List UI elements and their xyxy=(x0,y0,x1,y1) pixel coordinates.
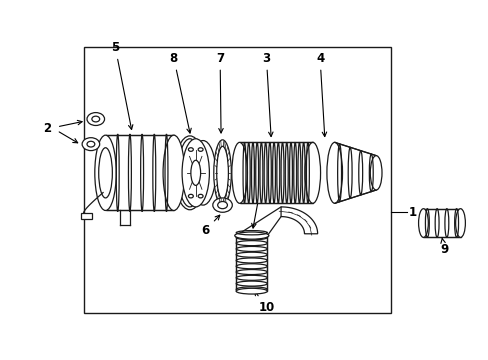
Polygon shape xyxy=(105,135,173,211)
Text: 10: 10 xyxy=(254,291,274,314)
Text: 9: 9 xyxy=(439,238,447,256)
Text: 5: 5 xyxy=(111,41,133,130)
Ellipse shape xyxy=(190,140,215,205)
Ellipse shape xyxy=(326,142,342,203)
Ellipse shape xyxy=(234,232,268,239)
Polygon shape xyxy=(334,142,375,203)
Ellipse shape xyxy=(92,116,100,122)
Text: 8: 8 xyxy=(169,51,191,133)
Text: 11: 11 xyxy=(251,150,274,228)
Text: 7: 7 xyxy=(216,51,224,133)
Text: 2: 2 xyxy=(43,122,51,135)
Polygon shape xyxy=(236,235,267,291)
Ellipse shape xyxy=(87,141,95,147)
Ellipse shape xyxy=(182,139,209,207)
Polygon shape xyxy=(281,207,317,234)
Ellipse shape xyxy=(236,288,267,294)
Ellipse shape xyxy=(188,194,193,198)
Bar xyxy=(83,47,390,313)
Text: 1: 1 xyxy=(407,206,416,219)
Ellipse shape xyxy=(455,209,465,237)
Ellipse shape xyxy=(198,148,203,151)
Ellipse shape xyxy=(231,142,247,203)
Text: 6: 6 xyxy=(201,215,219,237)
Ellipse shape xyxy=(87,113,104,126)
Ellipse shape xyxy=(216,146,228,199)
Text: 3: 3 xyxy=(262,51,272,136)
Ellipse shape xyxy=(82,138,100,150)
Ellipse shape xyxy=(213,140,231,206)
Polygon shape xyxy=(239,142,312,203)
Ellipse shape xyxy=(305,142,320,203)
Ellipse shape xyxy=(188,148,193,151)
Ellipse shape xyxy=(190,160,200,185)
Ellipse shape xyxy=(174,136,205,210)
Bar xyxy=(81,213,92,219)
Ellipse shape xyxy=(198,194,203,198)
Ellipse shape xyxy=(369,156,381,190)
Ellipse shape xyxy=(212,198,232,212)
Ellipse shape xyxy=(163,135,184,211)
Text: 4: 4 xyxy=(315,51,326,136)
Ellipse shape xyxy=(418,209,427,237)
Ellipse shape xyxy=(178,139,201,207)
Polygon shape xyxy=(423,209,460,237)
Ellipse shape xyxy=(99,148,112,198)
Ellipse shape xyxy=(217,202,227,209)
Ellipse shape xyxy=(95,135,116,211)
